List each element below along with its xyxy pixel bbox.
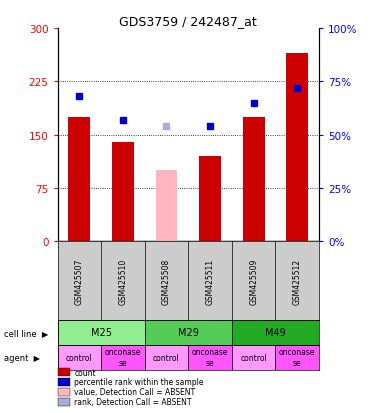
Bar: [199, 157, 221, 242]
Bar: [275, 345, 319, 370]
Title: GDS3759 / 242487_at: GDS3759 / 242487_at: [119, 15, 257, 28]
Text: control: control: [153, 353, 180, 362]
Bar: [112, 142, 134, 242]
Bar: [58, 345, 101, 370]
Text: GSM425507: GSM425507: [75, 258, 84, 304]
Text: M29: M29: [178, 328, 199, 337]
Bar: [101, 345, 145, 370]
Text: agent  ▶: agent ▶: [4, 353, 40, 362]
Text: GSM425510: GSM425510: [118, 258, 127, 304]
Text: count: count: [74, 368, 96, 377]
Text: value, Detection Call = ABSENT: value, Detection Call = ABSENT: [74, 387, 195, 396]
Bar: [232, 345, 276, 370]
Bar: [243, 118, 265, 242]
Bar: [145, 320, 232, 345]
Text: control: control: [240, 353, 267, 362]
Bar: [286, 54, 308, 242]
Text: GSM425509: GSM425509: [249, 258, 258, 304]
Text: cell line  ▶: cell line ▶: [4, 328, 48, 337]
Text: onconase
se: onconase se: [279, 348, 315, 367]
Text: GSM425508: GSM425508: [162, 258, 171, 304]
Text: onconase
se: onconase se: [105, 348, 141, 367]
Text: onconase
se: onconase se: [192, 348, 228, 367]
Bar: [145, 345, 188, 370]
Text: rank, Detection Call = ABSENT: rank, Detection Call = ABSENT: [74, 397, 192, 406]
Text: percentile rank within the sample: percentile rank within the sample: [74, 377, 204, 387]
Bar: [155, 171, 177, 242]
Bar: [232, 320, 319, 345]
Text: M49: M49: [265, 328, 286, 337]
Text: control: control: [66, 353, 93, 362]
Text: M25: M25: [91, 328, 112, 337]
Text: GSM425512: GSM425512: [293, 258, 302, 304]
Text: GSM425511: GSM425511: [206, 258, 214, 304]
Bar: [188, 345, 232, 370]
Bar: [58, 320, 145, 345]
Bar: [68, 118, 90, 242]
